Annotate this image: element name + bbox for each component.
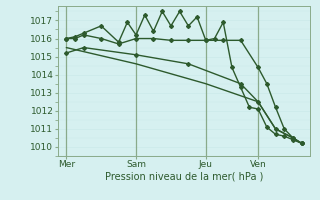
X-axis label: Pression niveau de la mer( hPa ): Pression niveau de la mer( hPa ): [105, 172, 263, 182]
